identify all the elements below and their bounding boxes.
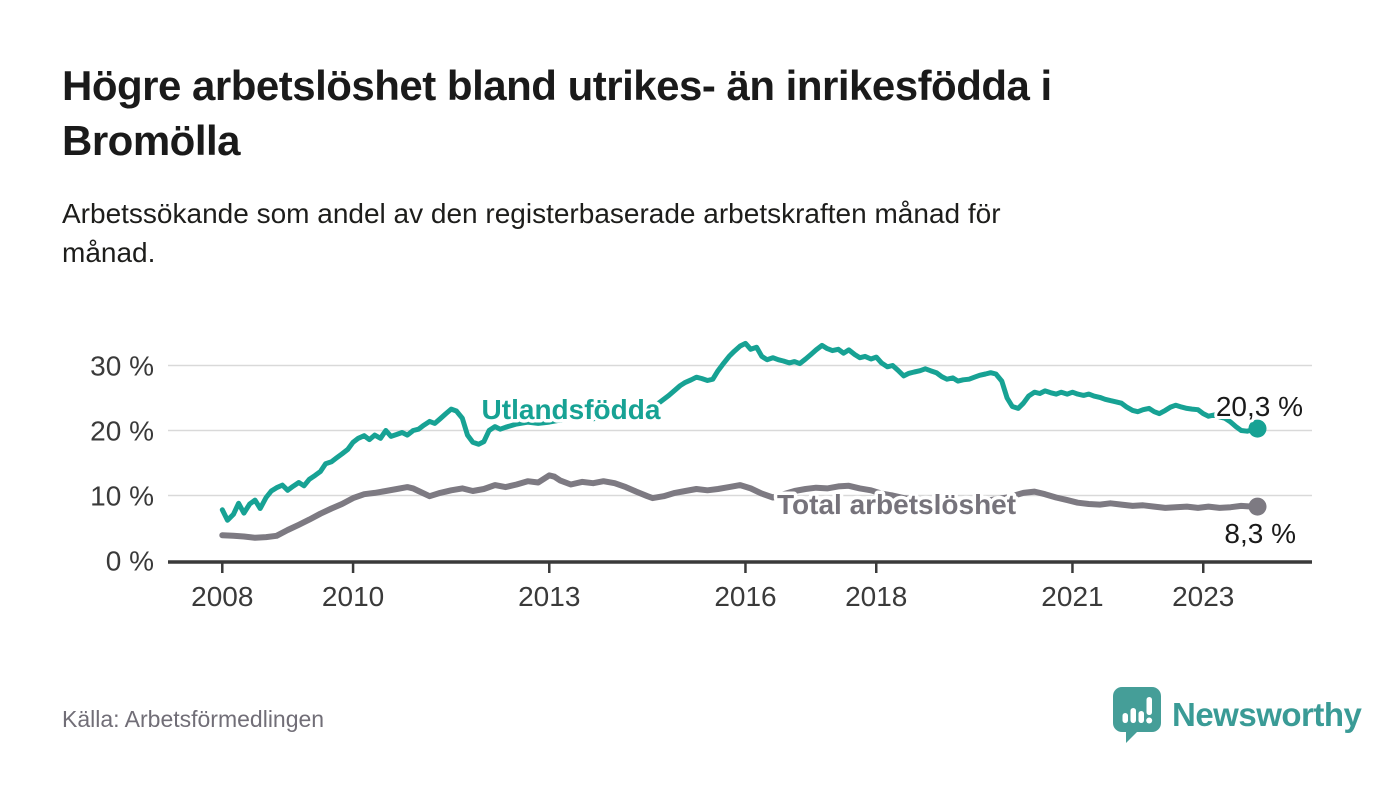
x-tick-label: 2010 [322, 581, 384, 612]
series-line-total [219, 472, 1261, 541]
logo-exclamation-dot [1146, 717, 1153, 724]
page-subtitle-line-2: månad. [62, 237, 156, 268]
newsworthy-logo-icon [1113, 687, 1161, 743]
series-label-utlandsfodda: Utlandsfödda [482, 394, 661, 425]
series-end-value-total: 8,3 % [1224, 518, 1296, 549]
logo-bar-2 [1130, 708, 1136, 723]
x-tick-label: 2018 [845, 581, 907, 612]
series-line-utlandsfodda [219, 340, 1260, 523]
y-tick-label: 0 % [106, 546, 154, 577]
x-tick-label: 2016 [714, 581, 776, 612]
y-tick-label: 20 % [90, 416, 154, 447]
logo-bubble-shape [1113, 687, 1161, 743]
newsworthy-wordmark: Newsworthy [1172, 696, 1362, 733]
page-title-line-2: Bromölla [62, 117, 241, 164]
series-end-dot-total [1248, 497, 1267, 516]
newsworthy-brand: Newsworthy [1112, 686, 1362, 744]
series-end-value-utlandsfodda: 20,3 % [1216, 391, 1303, 422]
logo-bar-1 [1122, 713, 1128, 723]
x-tick-label: 2008 [191, 581, 253, 612]
series-end-dot-utlandsfodda [1248, 419, 1267, 438]
x-tick-label: 2021 [1041, 581, 1103, 612]
y-tick-label: 30 % [90, 351, 154, 382]
logo-bar-3 [1138, 711, 1144, 723]
x-tick-label: 2023 [1172, 581, 1234, 612]
series-label-total: Total arbetslöshet [777, 489, 1016, 520]
page-title-line-1: Högre arbetslöshet bland utrikes- än inr… [62, 62, 1052, 109]
x-tick-label: 2013 [518, 581, 580, 612]
page-title: Högre arbetslöshet bland utrikes- än inr… [62, 58, 1052, 168]
source-note: Källa: Arbetsförmedlingen [62, 706, 325, 732]
page-subtitle: Arbetssökande som andel av den registerb… [62, 194, 1001, 272]
logo-exclamation-bar [1146, 697, 1152, 715]
y-tick-label: 10 % [90, 481, 154, 512]
page-subtitle-line-1: Arbetssökande som andel av den registerb… [62, 198, 1001, 229]
